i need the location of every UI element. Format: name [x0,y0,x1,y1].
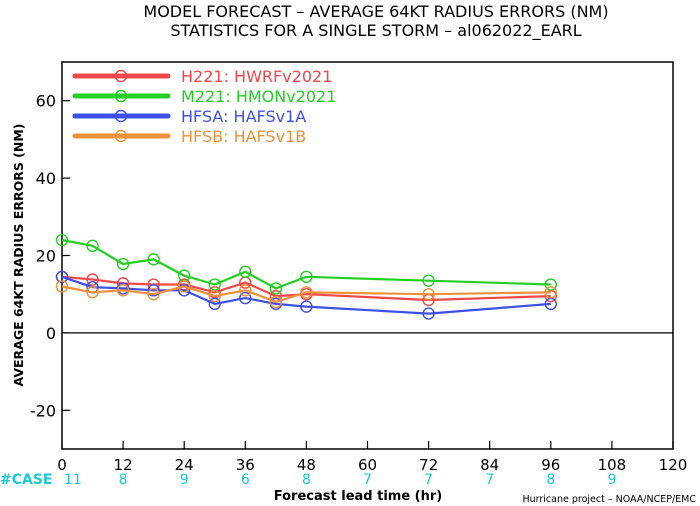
legend-label: M221: HMONv2021 [181,87,336,106]
series-1 [55,233,557,295]
data-point [55,280,69,293]
case-count: 8 [119,472,128,488]
x-tick-label: 48 [297,456,316,474]
legend-label: HFSA: HAFSv1A [181,107,306,126]
data-point [147,253,160,266]
data-point [208,297,221,311]
x-tick-label: 84 [480,456,499,474]
x-tick-label: 120 [659,456,688,474]
case-count: 9 [607,472,616,488]
chart-subtitle: STATISTICS FOR A SINGLE STORM – al062022… [170,21,581,41]
data-point [422,274,435,287]
legend-label: HFSB: HAFSv1B [181,127,306,146]
data-point [116,284,130,297]
data-point [147,288,160,301]
case-count: 8 [546,472,555,488]
legend-entry: HFSB: HAFSv1B [72,127,306,146]
x-axis-label: Forecast lead time (hr) [274,489,442,504]
plot-frame [61,61,674,450]
series-line [61,238,551,290]
y-tick-label: 60 [36,92,56,111]
data-point [55,270,69,283]
case-count: 7 [363,472,372,488]
data-point [86,239,99,253]
data-point [239,284,252,297]
x-tick-label: 12 [114,456,133,474]
data-point [55,233,69,247]
legend-label: H221: HWRFv2021 [181,67,332,86]
data-point [147,284,160,297]
data-point [544,286,557,299]
case-count: 11 [64,472,82,488]
case-count: 7 [485,472,494,488]
data-point [269,282,283,295]
legend-swatch-marker [114,89,128,103]
data-point [86,273,99,286]
series-line [61,285,551,303]
series-3 [55,280,557,309]
data-point [208,289,221,303]
y-tick-label: 20 [36,247,56,266]
x-tick-label: 24 [175,456,194,474]
series-line [61,275,551,315]
y-tick-label: -20 [30,401,56,420]
data-point [300,300,313,313]
case-count: 8 [302,472,311,488]
data-point [239,265,252,278]
x-tick-label: 36 [236,456,255,474]
x-tick-label: 60 [358,456,377,474]
series-2 [55,270,557,320]
x-tick-label: 108 [598,456,627,474]
data-point [300,286,313,299]
series-line [61,275,551,302]
credit-text: Hurricane project – NOAA/NCEP/EMC [522,494,696,505]
data-point [86,286,99,299]
data-point [269,295,283,309]
y-tick-label: 0 [46,324,56,343]
x-tick-label: 96 [541,456,560,474]
data-point [177,280,191,293]
legend-swatch-marker [114,69,128,83]
x-tick-label: 0 [57,456,67,474]
legend-entry: H221: HWRFv2021 [72,67,332,86]
data-point [177,284,191,297]
case-count: 7 [424,472,433,488]
legend-entry: M221: HMONv2021 [72,87,336,106]
case-label: #CASE [0,472,53,488]
data-point [422,307,435,320]
data-point [239,291,252,305]
legend-entry: HFSA: HAFSv1A [72,107,306,126]
data-point [116,257,130,271]
legend-swatch-marker [114,129,128,143]
legend-swatch-marker [114,109,128,123]
data-point [544,278,557,291]
case-count: 9 [180,472,189,488]
y-tick-label: 40 [36,169,56,188]
y-axis-label: AVERAGE 64KT RADIUS ERRORS (NM) [11,123,26,386]
x-tick-label: 72 [419,456,438,474]
case-count: 6 [241,472,250,488]
data-point [300,270,313,283]
data-point [422,288,435,301]
chart-title: MODEL FORECAST – AVERAGE 64KT RADIUS ERR… [143,2,608,21]
